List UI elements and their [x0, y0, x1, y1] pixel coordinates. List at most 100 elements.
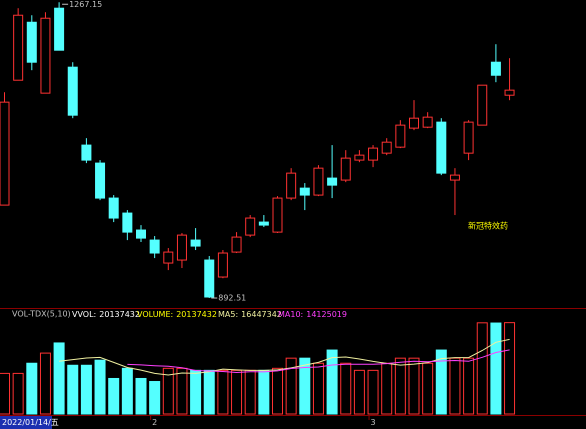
volume-bar: [53, 342, 65, 415]
volume-bar: [435, 349, 447, 415]
candle-body: [477, 84, 488, 126]
low-label: 892.51: [218, 294, 246, 303]
volume-bar: [135, 377, 147, 415]
candle-body: [245, 217, 256, 236]
volume-bar: [449, 357, 461, 415]
candle-body: [368, 147, 379, 161]
volume-bar: [121, 367, 133, 415]
candle-body: [136, 229, 146, 239]
volume-bar: [367, 369, 379, 415]
header-value: 16447342: [241, 310, 282, 319]
volume-bar: [353, 369, 365, 415]
volume-bar: [80, 364, 92, 415]
header-name: MA5:: [218, 310, 238, 319]
volume-bar: [299, 357, 311, 415]
high-label: 1267.15: [69, 0, 102, 9]
volume-bar: [272, 367, 283, 415]
header-name: VVOL:: [72, 310, 96, 319]
candle-body: [13, 14, 24, 81]
candle-body: [40, 17, 51, 94]
volume-bar: [39, 352, 51, 415]
candle-body: [108, 197, 119, 219]
candle-body: [504, 89, 515, 96]
volume-bar: [490, 322, 502, 415]
volume-bar: [258, 369, 270, 415]
volume-bar: [463, 357, 475, 415]
candle-body: [231, 236, 242, 253]
volume-bar: [176, 367, 188, 415]
indicator-name: VOL-TDX(5,10): [12, 310, 71, 319]
candle-body: [54, 7, 65, 51]
candle-body: [490, 61, 501, 76]
candle-body: [340, 157, 351, 181]
candle-body: [299, 187, 310, 196]
volume-bar: [422, 362, 434, 415]
cursor-box: [0, 416, 52, 429]
candle-body: [395, 124, 406, 148]
header-value: 14125019: [306, 310, 347, 319]
volume-bar: [476, 322, 488, 415]
candle-body: [190, 239, 201, 247]
candle-body: [286, 172, 297, 199]
cursor-label: 2022/01/14/五: [2, 418, 59, 427]
candle-body: [354, 154, 365, 161]
candle-body: [176, 234, 187, 261]
header-item: VVOL: 20137432: [72, 310, 140, 319]
ma-line: [127, 349, 510, 374]
volume-bar: [190, 369, 202, 415]
x-tick-label: 3: [371, 418, 376, 427]
volume-bar: [244, 369, 256, 415]
volume-bar: [67, 364, 79, 415]
candle-body: [436, 121, 447, 174]
header-value: 20137432: [99, 310, 140, 319]
candle-body: [463, 121, 474, 154]
volume-bar: [504, 322, 516, 415]
candle-body: [272, 197, 283, 233]
candle-body: [327, 177, 338, 186]
candle-body: [122, 212, 133, 233]
candle-body: [26, 21, 37, 63]
candle-body: [217, 252, 228, 278]
header-name: VOLUME:: [137, 310, 173, 319]
volume-bar: [408, 357, 420, 415]
candle-body: [258, 221, 269, 226]
volume-bar: [326, 349, 338, 415]
annotation: 新冠特效药: [468, 221, 508, 231]
candle-body: [81, 144, 92, 161]
volume-bar: [0, 372, 10, 415]
candle-body: [95, 162, 106, 199]
candle-body: [204, 259, 215, 298]
candle-body: [381, 141, 392, 154]
candle-body: [0, 101, 10, 206]
volume-bar: [394, 357, 406, 415]
volume-bar: [149, 381, 161, 415]
candle-body: [67, 66, 78, 116]
candle-body: [313, 167, 324, 196]
volume-bar: [12, 372, 24, 415]
header-item: MA10: 14125019: [278, 310, 347, 319]
volume-bar: [381, 362, 393, 415]
candle-body: [422, 116, 433, 128]
volume-bar: [285, 357, 297, 415]
volume-bar: [162, 367, 174, 415]
volume-bar: [26, 362, 38, 415]
volume-bar: [217, 369, 229, 415]
header-item: MA5: 16447342: [218, 310, 282, 319]
header-item: VOLUME: 20137432: [137, 310, 217, 319]
candle-body: [449, 174, 460, 181]
volume-bar: [231, 369, 243, 415]
candle-body: [149, 239, 160, 254]
volume-bar: [108, 377, 120, 415]
header-name: MA10:: [278, 310, 303, 319]
volume-bar: [340, 362, 352, 415]
header-value: 20137432: [176, 310, 217, 319]
candle-body: [409, 117, 419, 129]
volume-bar: [94, 359, 106, 415]
candle-body: [163, 251, 174, 264]
x-tick-label: 2: [152, 418, 157, 427]
ma-line: [59, 338, 510, 376]
volume-bar: [312, 362, 324, 415]
volume-bar: [203, 369, 215, 415]
